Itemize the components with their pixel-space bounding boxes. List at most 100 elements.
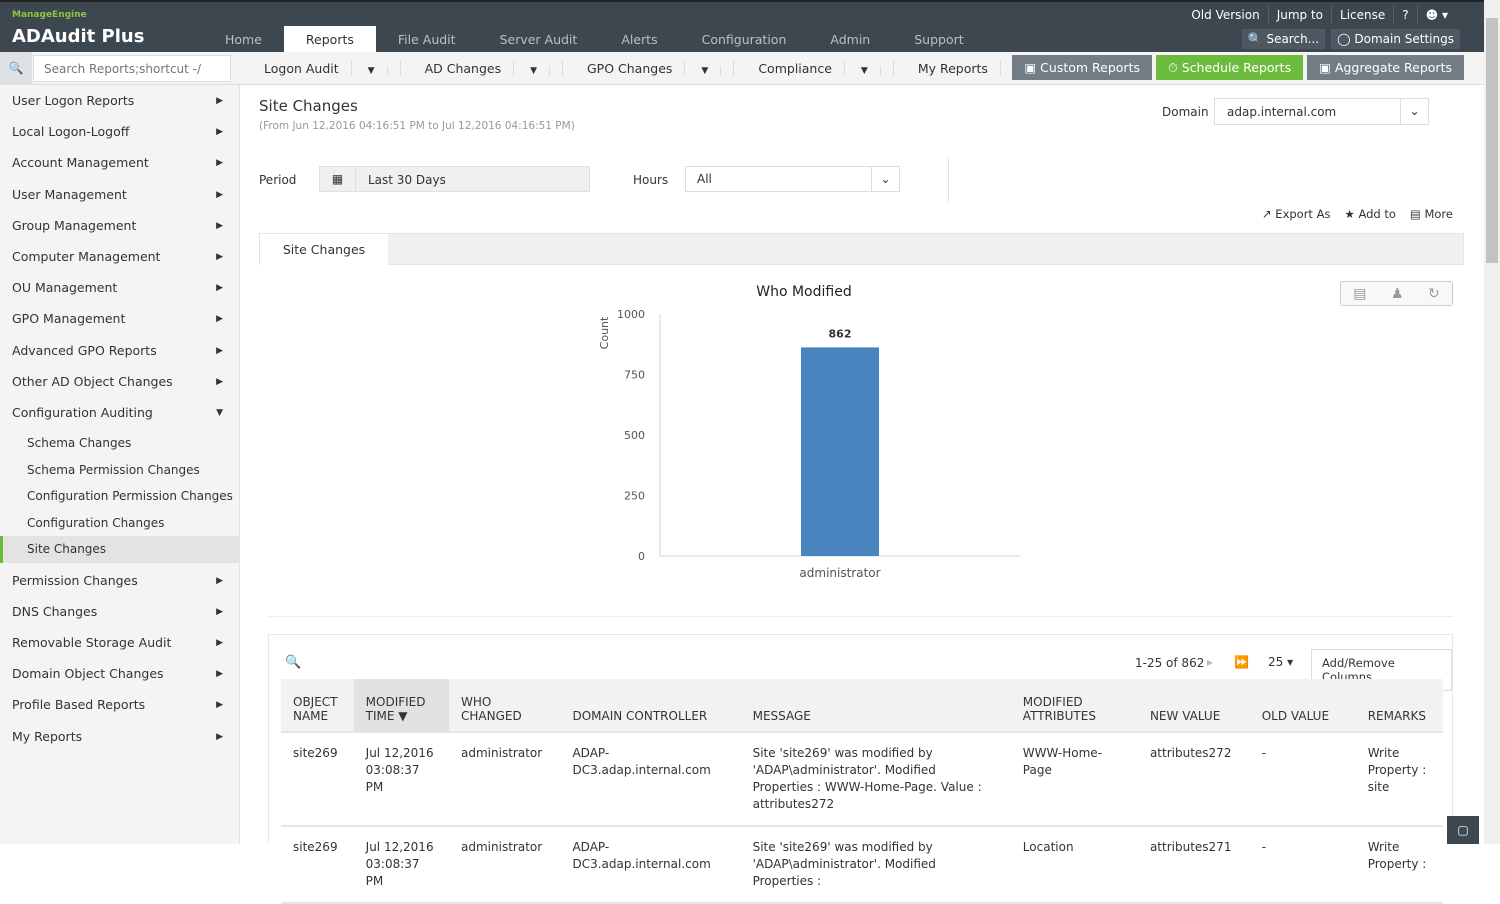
table-cell: attributes271 [1149,840,1232,854]
export-as-button[interactable]: ↗ Export As [1262,207,1331,221]
sidebar-item-group-management[interactable]: Group Management ▶ [0,212,239,243]
column-header[interactable]: OBJECT NAME [281,679,354,732]
sidebar-item-label: User Logon Reports [12,93,135,108]
refresh-icon[interactable]: ↻ [1428,285,1440,302]
user-icon[interactable]: ♟ [1390,285,1404,302]
user-avatar-icon[interactable]: ☻ ▾ [1425,8,1448,22]
sidebar-subitem-site-changes[interactable]: Site Changes [0,536,239,563]
period-label: Period [259,173,297,187]
sidebar-item-advanced-gpo-reports[interactable]: Advanced GPO Reports ▶ [0,337,239,368]
sidebar-item-local-logon-logoff[interactable]: Local Logon-Logoff ▶ [0,118,239,149]
who-modified-chart: Who Modified Count 0 250 500 750 1000 862 admini… [598,284,1020,580]
tab-server-audit[interactable]: Server Audit [499,32,578,47]
table-cell: ADAP-DC3.adap.internal.com [572,840,711,871]
sidebar-item-other-ad-object-changes[interactable]: Other AD Object Changes ▶ [0,368,239,399]
column-header[interactable]: MODIFIED ATTRIBUTES [1011,679,1138,732]
add-to-label: Add to [1358,207,1396,221]
more-label: More [1424,207,1453,221]
menu-label: Logon Audit [252,61,352,76]
results-grid: 🔍 1-25 of 862 ▸ ⏩ 25 ▾ Add/Remove Column… [268,634,1453,903]
column-header[interactable]: OLD VALUE [1250,679,1356,732]
tab-configuration[interactable]: Configuration [701,32,787,47]
tab-site-changes[interactable]: Site Changes [260,234,388,266]
tab-reports[interactable]: Reports [283,26,376,54]
tab-admin[interactable]: Admin [830,32,871,47]
table-row[interactable]: site269 Jul 12,2016 03:08:37 PM administra… [281,826,1443,903]
header-line: ATTRIBUTES [1022,709,1096,723]
sidebar-item-removable-storage-audit[interactable]: Removable Storage Audit ▶ [0,629,239,660]
search-icon[interactable]: 🔍 [0,52,32,85]
sidebar-item-label: Account Management [12,155,149,171]
sidebar-subitem-schema-changes[interactable]: Schema Changes [27,436,132,451]
sidebar-item-profile-based-reports[interactable]: Profile Based Reports ▶ [0,691,239,722]
table-row[interactable]: site269 Jul 12,2016 03:08:37 PM administra… [281,732,1443,826]
sidebar-item-label: Configuration Auditing [12,404,153,420]
old-version-link[interactable]: Old Version [1183,6,1269,24]
menu-gpo-changes[interactable]: GPO Changes ▼ [563,61,735,76]
jump-to-link[interactable]: Jump to [1269,6,1333,24]
aggregate-reports-button[interactable]: ▣ Aggregate Reports [1307,55,1464,80]
caret-right-icon: ▶ [216,127,223,138]
domain-settings-button[interactable]: ◯ Domain Settings [1331,29,1460,49]
sidebar-item-ou-management[interactable]: OU Management ▶ [0,274,239,305]
menu-compliance[interactable]: Compliance ▼ [734,61,894,76]
add-to-button[interactable]: ★ Add to [1344,207,1396,221]
sidebar-subitem-schema-permission-changes[interactable]: Schema Permission Changes [27,462,200,477]
domain-select[interactable]: adap.internal.com ⌄ [1214,98,1429,125]
sort-desc-icon: ▼ [398,709,408,723]
tab-home[interactable]: Home [225,32,262,47]
divider [948,158,949,202]
chart-type-icon[interactable]: ▤ [1353,285,1367,302]
sidebar-item-permission-changes[interactable]: Permission Changes ▶ [0,567,239,598]
sidebar-item-my-reports[interactable]: My Reports ▶ [0,723,239,754]
period-select[interactable]: ▦ Last 30 Days [319,166,590,192]
sidebar-subitem-configuration-permission-changes[interactable]: Configuration Permission Changes [27,489,233,504]
header-line: MODIFIED [365,695,426,709]
sidebar-item-gpo-management[interactable]: GPO Management ▶ [0,305,239,336]
sidebar-subitem-configuration-changes[interactable]: Configuration Changes [27,515,165,530]
table-cell: WWW-Home-Page [1022,746,1103,777]
header-line: REMARKS [1367,709,1426,723]
license-link[interactable]: License [1332,6,1395,24]
custom-reports-button[interactable]: ▣ Custom Reports [1012,55,1152,80]
menu-ad-changes[interactable]: AD Changes ▼ [401,61,563,76]
tab-support[interactable]: Support [914,32,964,47]
help-icon[interactable]: ? [1394,6,1418,24]
scrollbar-thumb[interactable] [1486,18,1498,263]
schedule-reports-button[interactable]: ⏱ Schedule Reports [1155,55,1304,80]
column-header[interactable]: WHO CHANGED [449,679,560,732]
sidebar-item-user-management[interactable]: User Management ▶ [0,181,239,212]
chat-icon[interactable]: ▢ [1447,816,1479,844]
search-reports-input[interactable] [33,55,231,82]
column-header[interactable]: MESSAGE [741,679,1011,732]
column-header[interactable]: MODIFIED TIME ▼ [353,679,450,732]
add-remove-columns-button[interactable]: Add/Remove Columns [1311,649,1452,691]
table-cell: Site 'site269' was modified by 'ADAP\adm… [752,840,936,888]
scrollbar[interactable] [1484,0,1500,844]
sidebar-item-domain-object-changes[interactable]: Domain Object Changes ▶ [0,660,239,691]
next-page-icon[interactable]: ▸ [1207,655,1214,669]
caret-down-icon: ▼ [518,66,550,76]
tab-alerts[interactable]: Alerts [621,32,658,47]
more-button[interactable]: ▤ More [1409,207,1453,221]
table-cell: Jul 12,2016 03:08:37 PM [365,840,434,888]
hours-select[interactable]: All ⌄ [685,166,900,192]
column-header[interactable]: REMARKS [1356,679,1443,732]
page-size-select[interactable]: 25 ▾ [1268,655,1294,669]
table-search-icon[interactable]: 🔍 [285,655,302,670]
sidebar-item-dns-changes[interactable]: DNS Changes ▶ [0,598,239,629]
last-page-icon[interactable]: ⏩ [1234,655,1249,669]
caret-down-icon: ▼ [848,66,881,76]
sidebar-item-account-management[interactable]: Account Management ▶ [0,149,239,180]
sidebar-item-configuration-auditing[interactable]: Configuration Auditing ▼ [0,399,239,430]
sidebar-item-computer-management[interactable]: Computer Management ▶ [0,243,239,274]
column-header[interactable]: DOMAIN CONTROLLER [560,679,740,732]
column-header[interactable]: NEW VALUE [1138,679,1250,732]
global-search-button[interactable]: 🔍 Search... [1241,29,1326,49]
sidebar-item-label: Group Management [12,217,137,233]
tab-file-audit[interactable]: File Audit [397,32,456,47]
sidebar-item-label: Other AD Object Changes [12,373,173,389]
menu-logon-audit[interactable]: Logon Audit ▼ [240,61,401,76]
caret-right-icon: ▶ [216,345,223,356]
sidebar-item-user-logon-reports[interactable]: User Logon Reports ▶ [0,87,239,118]
